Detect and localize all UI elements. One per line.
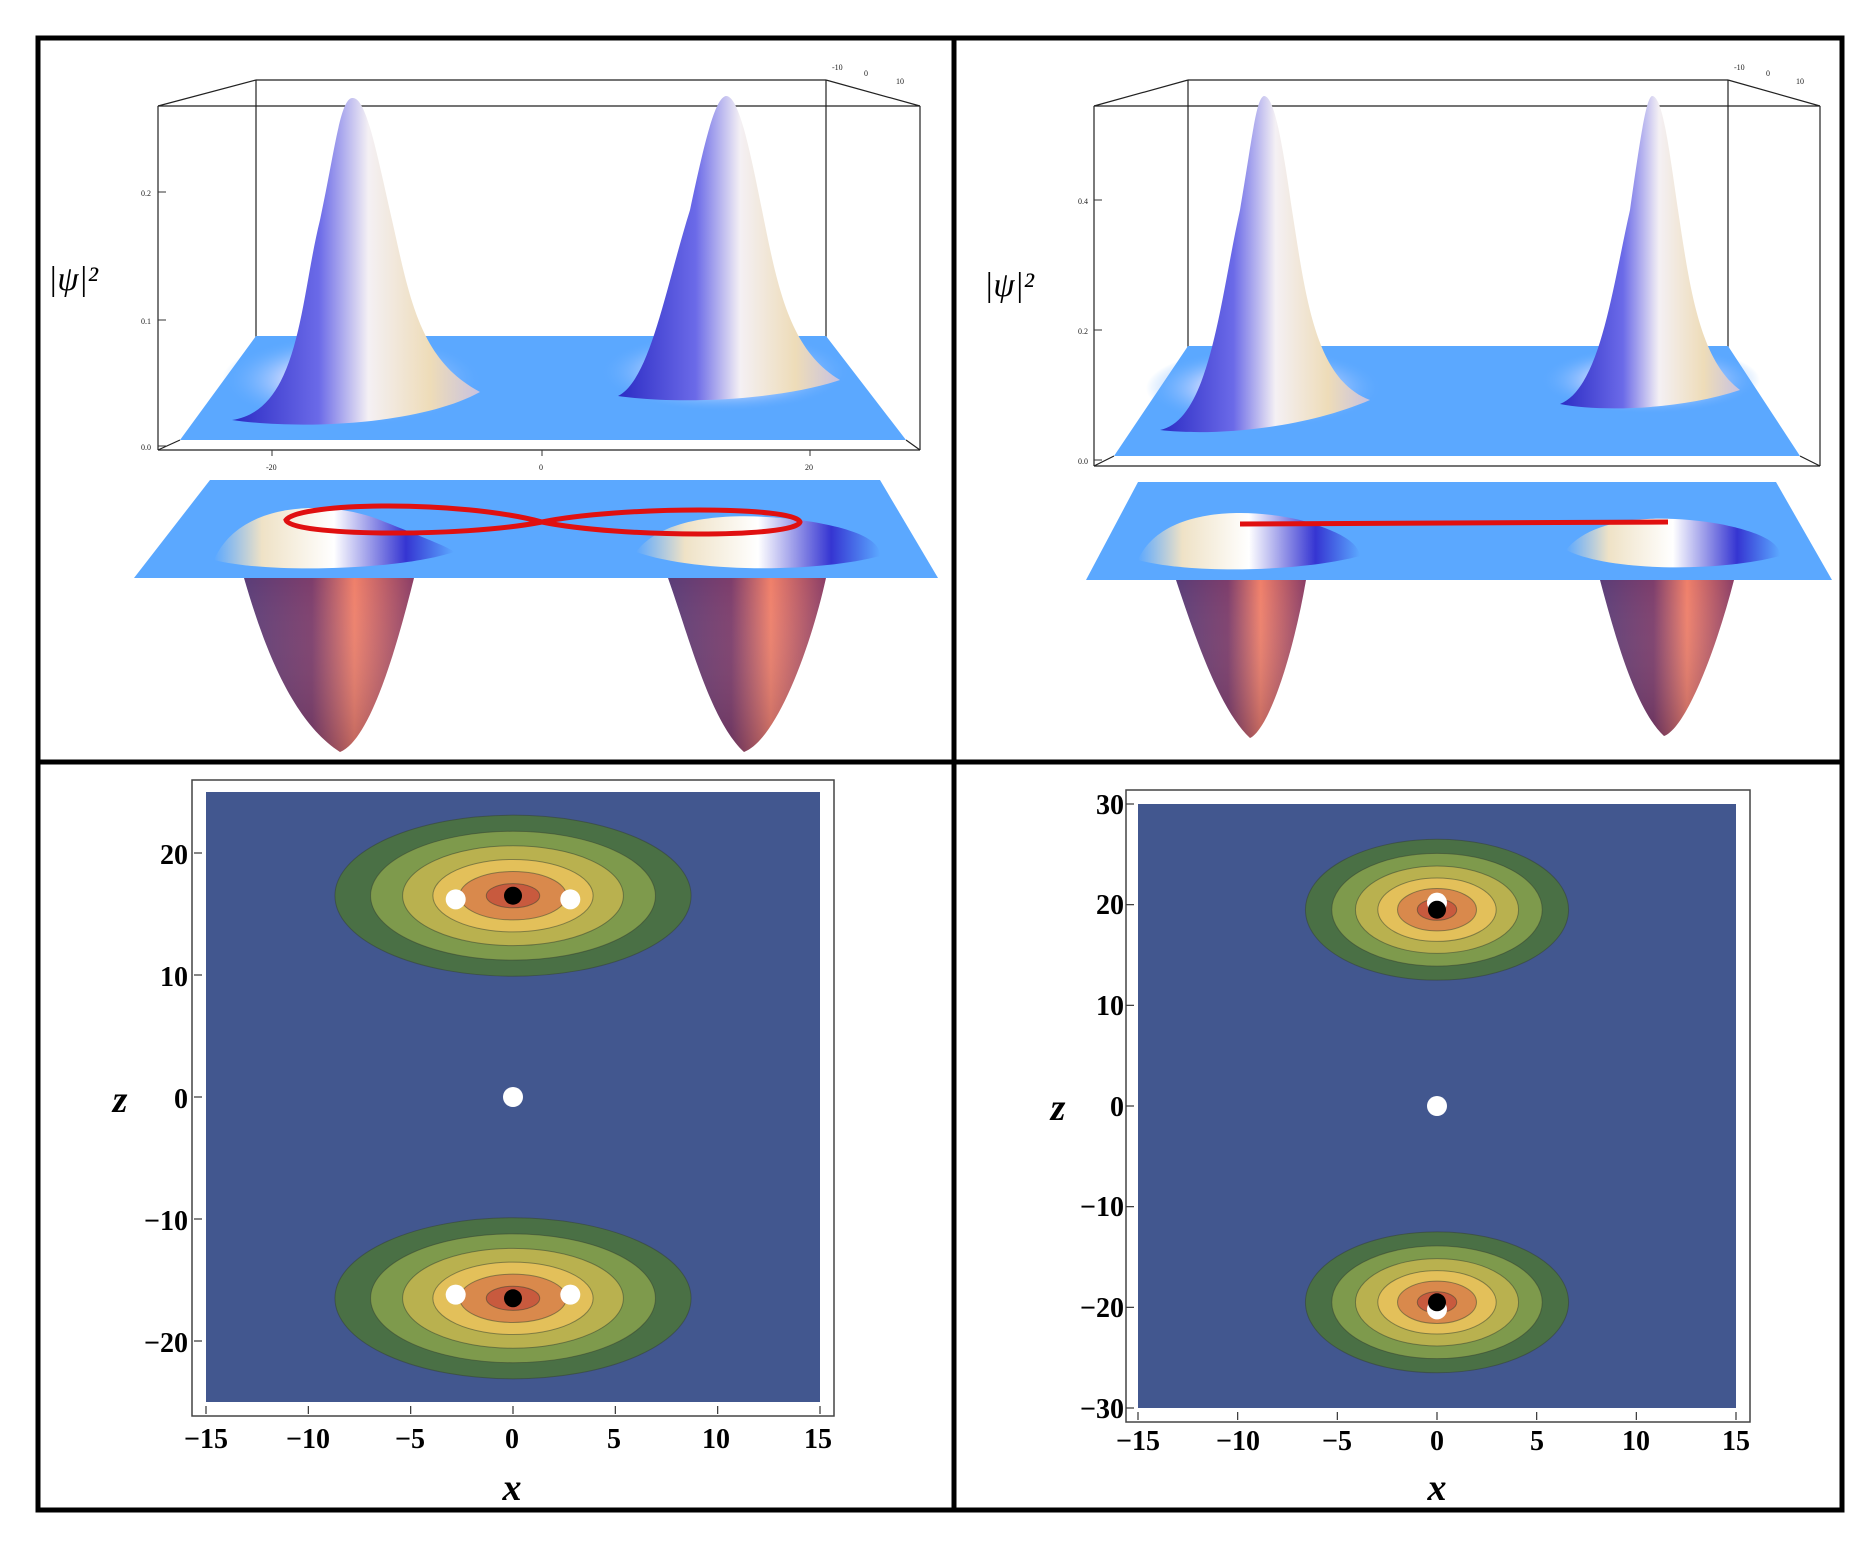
critical-points — [1427, 892, 1447, 1320]
ytick-marks — [158, 191, 811, 456]
ytick-label: −10 — [1080, 1192, 1124, 1223]
trajectory-figure-eight — [283, 503, 803, 537]
xtick-label: 15 — [1722, 1426, 1750, 1457]
xtick-label: −5 — [1322, 1426, 1352, 1457]
top-left-surface-plot: 0.2 0.1 0.0 -20 0 20 -10 0 10 |ψ|² — [48, 63, 938, 752]
phase-plane — [134, 480, 938, 752]
white-point — [503, 1087, 523, 1107]
ytick-label: 10 — [1096, 991, 1124, 1022]
xtick-label: 0 — [539, 463, 543, 472]
white-point — [1427, 1096, 1447, 1116]
white-point — [560, 889, 581, 910]
xtick-label: −5 — [395, 1424, 425, 1455]
tick-marks — [194, 852, 821, 1414]
ytick-label: 0 — [174, 1084, 188, 1115]
back-tick-label: 0 — [864, 69, 868, 78]
peak-right — [1560, 96, 1740, 409]
white-point — [560, 1284, 581, 1305]
y-axis-label: z — [111, 1079, 128, 1121]
ytick-label: −10 — [144, 1206, 188, 1237]
top-right-surface-plot: 0.4 0.2 0.0 -10 0 10 |ψ|² — [984, 63, 1832, 738]
trajectory-line — [1239, 519, 1669, 527]
x-axis-label: x — [502, 1467, 522, 1509]
white-point — [445, 1284, 466, 1305]
ytick-label: 0 — [1110, 1092, 1124, 1123]
xtick-label: 5 — [1530, 1426, 1544, 1457]
ytick-label: 10 — [160, 962, 188, 993]
bottom-left-contour-plot: −15 −10 −5 0 5 10 15 20 10 0 −10 −20 x z — [111, 779, 835, 1509]
xtick-label: 10 — [1622, 1426, 1650, 1457]
x-axis-label: x — [1427, 1467, 1447, 1509]
ytick-label: 0.1 — [141, 317, 151, 326]
xtick-label: 5 — [607, 1424, 621, 1455]
back-tick-label: 10 — [896, 77, 904, 86]
xtick-label: −10 — [286, 1424, 330, 1455]
peak-right — [618, 96, 840, 401]
ytick-marks — [1094, 199, 1102, 461]
black-point — [504, 1289, 522, 1308]
ytick-label: 30 — [1096, 790, 1124, 821]
ytick-label: 0.2 — [1078, 327, 1088, 336]
ytick-label: −20 — [144, 1328, 188, 1359]
xtick-label: 20 — [805, 463, 813, 472]
xtick-label: 10 — [702, 1424, 730, 1455]
bounding-box — [1093, 79, 1821, 466]
y-axis-label: |ψ|² — [48, 261, 99, 298]
black-point — [1428, 1293, 1446, 1312]
critical-points — [445, 886, 581, 1308]
back-tick-label: -10 — [832, 63, 843, 72]
xtick-label: -20 — [266, 463, 277, 472]
phase-plane — [1086, 482, 1832, 738]
ytick-label: 20 — [160, 840, 188, 871]
tick-marks — [1126, 803, 1737, 1420]
panel-frames — [35, 35, 1845, 1513]
ytick-label: 0.4 — [1078, 197, 1088, 206]
y-axis-label: |ψ|² — [984, 267, 1035, 304]
xtick-label: −15 — [184, 1424, 228, 1455]
back-tick-label: 10 — [1796, 77, 1804, 86]
ytick-label: −20 — [1080, 1293, 1124, 1324]
xtick-label: 15 — [804, 1424, 832, 1455]
xtick-label: −15 — [1116, 1426, 1160, 1457]
ytick-label: 0.2 — [141, 189, 151, 198]
black-point — [1428, 900, 1446, 919]
peak-left — [232, 97, 480, 425]
ytick-label: −30 — [1080, 1394, 1124, 1425]
back-tick-label: 0 — [1766, 69, 1770, 78]
xtick-label: 0 — [1430, 1426, 1444, 1457]
black-point — [504, 886, 522, 905]
y-axis-label: z — [1049, 1087, 1066, 1129]
bottom-right-contour-plot: −15 −10 −5 0 5 10 15 30 20 10 0 −10 −20 … — [1049, 789, 1751, 1509]
xtick-label: −10 — [1216, 1426, 1260, 1457]
ytick-label: 0.0 — [1078, 457, 1088, 466]
ytick-label: 20 — [1096, 890, 1124, 921]
peak-left — [1160, 96, 1370, 433]
back-tick-label: -10 — [1734, 63, 1745, 72]
xtick-label: 0 — [505, 1424, 519, 1455]
white-point — [445, 889, 466, 910]
bounding-box — [157, 79, 921, 450]
ytick-label: 0.0 — [141, 443, 151, 452]
